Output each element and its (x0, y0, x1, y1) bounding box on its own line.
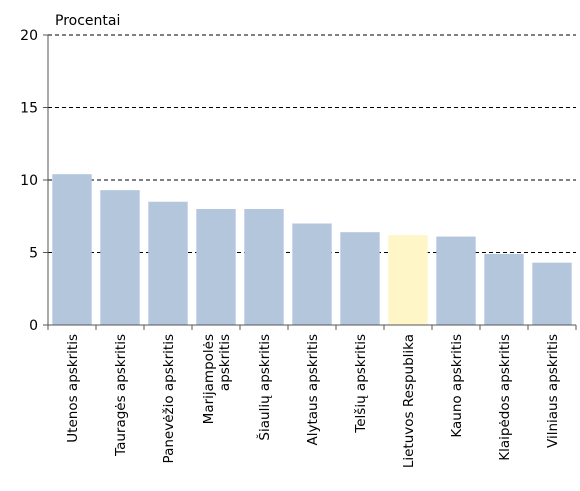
bar (196, 209, 236, 325)
bar (340, 232, 380, 325)
category-label: apskritis (217, 334, 233, 391)
bar (244, 209, 284, 325)
category-label: Marijampolės (201, 334, 217, 424)
bar (532, 262, 572, 325)
axes (43, 34, 577, 330)
category-labels: Utenos apskritis Tauragės apskritis Panevė… (65, 334, 561, 468)
bar (436, 236, 476, 325)
category-label: Tauragės apskritis (113, 334, 129, 457)
bar (100, 190, 140, 325)
bar (52, 174, 92, 325)
category-label: Šiaulių apskritis (255, 334, 273, 441)
y-axis-label: Procentai (55, 13, 120, 29)
category-label: Utenos apskritis (65, 334, 81, 443)
category-label: Vilniaus apskritis (545, 334, 561, 448)
category-label: Klaipėdos apskritis (497, 334, 513, 461)
bar (148, 201, 188, 325)
y-tick-label: 5 (29, 246, 38, 262)
category-label: Kauno apskritis (449, 334, 465, 438)
y-tick-label: 15 (20, 101, 38, 117)
category-label: Panevėžio apskritis (161, 334, 177, 463)
y-tick-label: 0 (29, 318, 38, 334)
category-label: Lietuvos Respublika (401, 334, 417, 468)
bar (292, 223, 332, 325)
y-tick-label: 20 (20, 28, 38, 44)
bar (484, 253, 524, 325)
category-label: Alytaus apskritis (305, 334, 321, 446)
y-tick-labels: 0 5 10 15 20 (20, 28, 38, 334)
bar (388, 235, 428, 325)
y-tick-label: 10 (20, 173, 38, 189)
bars (52, 174, 572, 325)
category-label: Telšių apskritis (353, 334, 369, 434)
